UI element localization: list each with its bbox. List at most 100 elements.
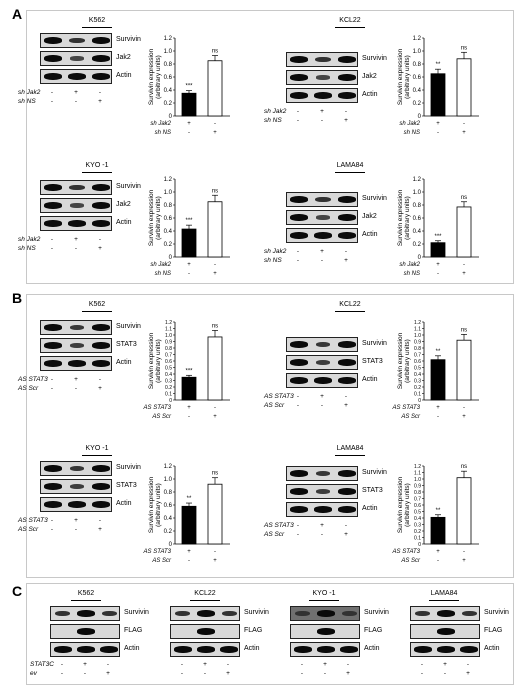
blot-strip	[290, 606, 360, 621]
y-axis-label-line: Survivin expression	[397, 332, 404, 389]
blot-band	[69, 325, 85, 330]
y-tick-label: 0.8	[164, 62, 173, 68]
y-tick-label: 0	[169, 255, 173, 261]
y-tick-label: 0.8	[413, 62, 422, 68]
bar	[430, 516, 446, 545]
y-tick-label: 0.7	[165, 353, 172, 359]
blot-band	[315, 471, 331, 476]
y-tick-label: 0.2	[164, 242, 173, 248]
significance-label: **	[436, 62, 441, 68]
sign: -	[296, 402, 300, 409]
blot-band	[289, 488, 309, 495]
blot-band	[461, 611, 477, 616]
blot-band	[221, 611, 237, 616]
y-tick-label: 0	[418, 255, 422, 261]
y-tick-label: 0	[169, 114, 173, 120]
y-tick-label: 0.6	[414, 359, 421, 365]
blot-band	[43, 184, 63, 191]
significance-label: **	[187, 496, 192, 502]
sign: -	[346, 661, 350, 668]
cell-line-title: K562	[88, 301, 106, 308]
protein-label: Survivin	[362, 195, 387, 202]
blot-strip	[286, 52, 358, 67]
significance-label: ns	[212, 49, 218, 55]
y-tick-label: 0	[418, 398, 421, 404]
y-tick-label: 1.0	[164, 49, 173, 55]
blot-band	[289, 92, 309, 99]
protein-label: Jak2	[116, 201, 131, 208]
sign: -	[106, 661, 110, 668]
blot-band	[337, 92, 357, 99]
sign: +	[436, 549, 440, 555]
blot-band	[337, 359, 357, 366]
cell-line-title: LAMA84	[336, 162, 364, 169]
bar	[207, 336, 223, 401]
sign: +	[443, 661, 447, 668]
blot-band	[69, 484, 85, 489]
title-underline	[82, 27, 112, 28]
title-underline	[335, 27, 365, 28]
protein-label: Actin	[362, 91, 378, 98]
control-label: sh NS	[404, 271, 420, 277]
protein-label: FLAG	[244, 627, 263, 634]
protein-label: Actin	[364, 645, 380, 652]
control-label: sh NS	[264, 117, 282, 124]
sign: -	[300, 661, 304, 668]
sign: +	[74, 236, 78, 243]
bar	[181, 376, 197, 401]
blot-band	[91, 483, 111, 490]
protein-label: Actin	[124, 645, 140, 652]
y-axis-label-line: (arbitrary units)	[155, 339, 162, 383]
significance-label: ***	[185, 84, 193, 90]
sign: -	[323, 670, 327, 677]
bar-chart: 00.10.20.30.40.50.60.70.80.91.01.11.2Sur…	[392, 320, 479, 420]
blot-strip	[286, 484, 358, 499]
sign: -	[344, 248, 348, 255]
protein-label: Survivin	[116, 36, 141, 43]
protein-label: FLAG	[484, 627, 503, 634]
blot-band	[315, 197, 331, 202]
sign: +	[187, 405, 191, 411]
bar	[181, 92, 197, 117]
blot-strip	[286, 70, 358, 85]
sign: +	[226, 670, 230, 677]
blot-band	[53, 646, 72, 653]
y-tick-label: 0.6	[164, 503, 173, 509]
blot-strip	[40, 320, 112, 335]
sign: -	[443, 670, 447, 677]
blot-strip	[286, 210, 358, 225]
blot-band	[196, 646, 216, 653]
y-axis-label-line: Survivin expression	[148, 332, 155, 389]
sign: +	[323, 661, 327, 668]
sign: +	[187, 262, 191, 268]
blot-band	[43, 465, 63, 472]
blot-strip	[50, 606, 120, 621]
sign: -	[180, 661, 184, 668]
sign: +	[346, 670, 350, 677]
sign: -	[437, 130, 439, 136]
y-axis-label-line: Survivin expression	[148, 48, 155, 105]
treatment-label: sh Jak2	[399, 121, 420, 127]
blot-band	[295, 611, 311, 616]
protein-label: FLAG	[364, 627, 383, 634]
blot-band	[43, 324, 63, 331]
significance-label: ***	[185, 368, 193, 374]
blot-band	[43, 220, 63, 227]
blot-band	[70, 56, 84, 61]
sign: +	[320, 108, 324, 115]
blot-band	[341, 611, 357, 616]
sign: +	[436, 262, 440, 268]
control-label: AS Scr	[18, 385, 39, 392]
knockdown-label: AS STAT3	[18, 517, 48, 524]
y-tick-label: 0.2	[414, 385, 421, 391]
protein-label: Survivin	[116, 183, 141, 190]
control-label: AS Scr	[151, 414, 172, 420]
blot-band	[289, 359, 309, 366]
title-underline	[190, 600, 220, 601]
blot-strip	[40, 180, 112, 195]
blot-strip	[40, 51, 112, 66]
sign: +	[344, 117, 348, 124]
blot-band	[313, 506, 333, 513]
blot-strip	[286, 192, 358, 207]
blot-band	[196, 610, 216, 617]
